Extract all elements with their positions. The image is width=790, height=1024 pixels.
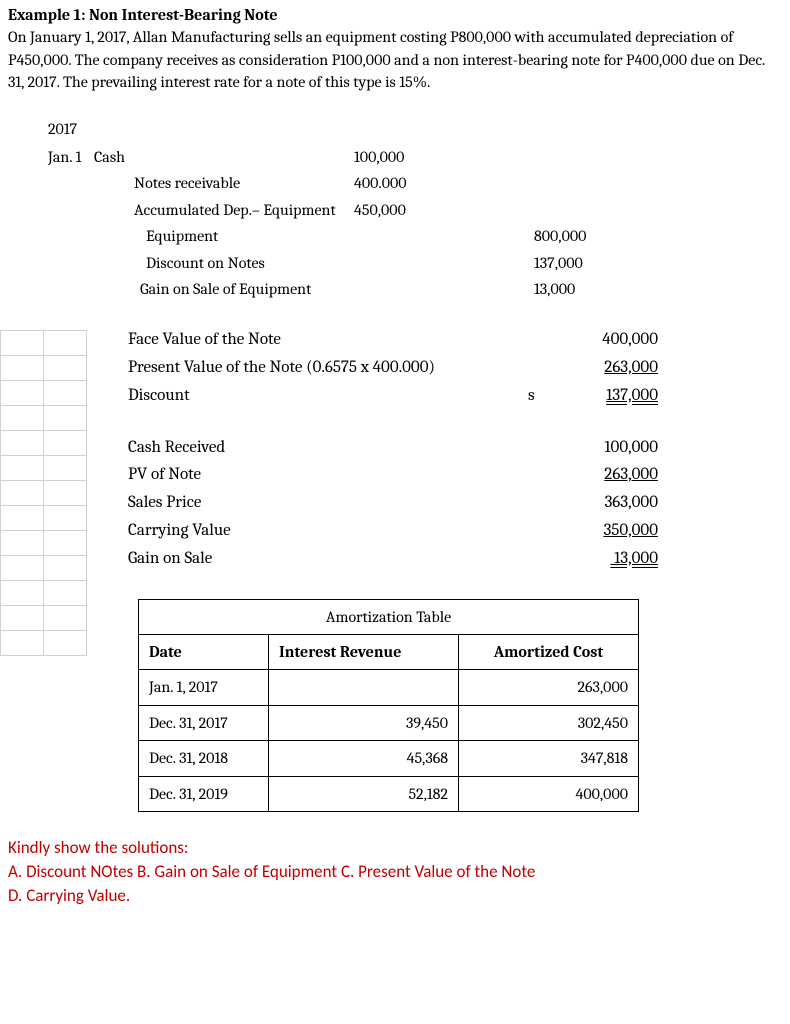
calc-row: Discounts137,000 <box>128 384 782 408</box>
journal-entry-section: 2017 Jan. 1Cash100,000Notes receivable40… <box>48 118 782 301</box>
solutions-line1: Kindly show the solutions: <box>8 836 782 860</box>
calc-row: PV of Note 263,000 <box>128 463 782 487</box>
calc-value: 363,000 <box>568 491 658 515</box>
calc-row: Sales Price 363,000 <box>128 491 782 515</box>
cell-cost: 263,000 <box>459 670 639 705</box>
journal-year: 2017 <box>48 118 782 140</box>
calc-value: 263,000 <box>568 463 658 487</box>
journal-debit: 100,000 <box>354 146 454 168</box>
journal-account: Gain on Sale of Equipment <box>94 278 354 300</box>
journal-row: Equipment 800,000 <box>48 225 782 247</box>
calc-value: 137,000 <box>568 384 658 408</box>
journal-credit: 137,000 <box>534 252 634 274</box>
calc-row: Cash Received 100,000 <box>128 436 782 460</box>
calc-value: 13,000 <box>568 547 658 571</box>
cell-date: Jan. 1, 2017 <box>139 670 269 705</box>
cell-cost: 302,450 <box>459 705 639 740</box>
journal-debit <box>354 225 454 247</box>
journal-date <box>48 278 94 300</box>
calc-s: s <box>528 384 568 408</box>
cell-interest: 52,182 <box>269 776 459 811</box>
journal-row: Jan. 1Cash100,000 <box>48 146 782 168</box>
calc-label: Face Value of the Note <box>128 328 528 352</box>
cell-interest: 45,368 <box>269 741 459 776</box>
amortization-table: Amortization Table Date Interest Revenue… <box>138 599 639 812</box>
table-header-interest: Interest Revenue <box>269 635 459 670</box>
journal-row: Discount on Notes 137,000 <box>48 252 782 274</box>
calc-row: Carrying Value 350,000 <box>128 519 782 543</box>
calc-row: Gain on Sale 13,000 <box>128 547 782 571</box>
calc-label: Present Value of the Note (0.6575 x 400.… <box>128 356 528 380</box>
journal-credit: 13,000 <box>534 278 634 300</box>
journal-row: Accumulated Dep.– Equipment450,000 <box>48 199 782 221</box>
calc-label: Sales Price <box>128 491 528 515</box>
journal-date <box>48 172 94 194</box>
journal-account: Accumulated Dep.– Equipment <box>94 199 354 221</box>
cell-cost: 347,818 <box>459 741 639 776</box>
calc-row: Face Value of the Note 400,000 <box>128 328 782 352</box>
calc-label: Carrying Value <box>128 519 528 543</box>
calculation-block-1: Face Value of the Note 400,000 Present Val… <box>128 328 782 570</box>
journal-debit <box>354 278 454 300</box>
problem-statement: On January 1, 2017, Allan Manufacturing … <box>8 26 782 93</box>
journal-debit <box>354 252 454 274</box>
table-row: Dec. 31, 201845,368347,818 <box>139 741 639 776</box>
table-row: Dec. 31, 201739,450302,450 <box>139 705 639 740</box>
table-title: Amortization Table <box>139 599 639 634</box>
cell-cost: 400,000 <box>459 776 639 811</box>
calc-value: 100,000 <box>568 436 658 460</box>
cell-date: Dec. 31, 2017 <box>139 705 269 740</box>
journal-credit: 800,000 <box>534 225 634 247</box>
journal-account: Discount on Notes <box>94 252 354 274</box>
journal-account: Notes receivable <box>94 172 354 194</box>
cell-date: Dec. 31, 2019 <box>139 776 269 811</box>
solutions-line3: D. Carrying Value. <box>8 884 782 908</box>
table-header-date: Date <box>139 635 269 670</box>
cell-interest: 39,450 <box>269 705 459 740</box>
calc-label: PV of Note <box>128 463 528 487</box>
journal-row: Notes receivable400.000 <box>48 172 782 194</box>
example-title: Example 1: Non Interest-Bearing Note <box>8 4 782 26</box>
journal-date <box>48 199 94 221</box>
calc-value: 350,000 <box>568 519 658 543</box>
calc-label: Gain on Sale <box>128 547 528 571</box>
calculation-block-2: Cash Received 100,000 PV of Note 263,000 Sal… <box>128 436 782 571</box>
calc-value: 263,000 <box>568 356 658 380</box>
table-row: Jan. 1, 2017 263,000 <box>139 670 639 705</box>
cell-interest <box>269 670 459 705</box>
journal-debit: 450,000 <box>354 199 454 221</box>
solutions-line2: A. Discount NOtes B. Gain on Sale of Equ… <box>8 860 782 884</box>
table-row: Dec. 31, 201952,182400,000 <box>139 776 639 811</box>
journal-debit: 400.000 <box>354 172 454 194</box>
cell-date: Dec. 31, 2018 <box>139 741 269 776</box>
spreadsheet-grid-edge <box>0 330 87 656</box>
calc-label: Cash Received <box>128 436 528 460</box>
journal-account: Equipment <box>94 225 354 247</box>
solutions-request: Kindly show the solutions: A. Discount N… <box>8 836 782 907</box>
calc-label: Discount <box>128 384 528 408</box>
table-header-cost: Amortized Cost <box>459 635 639 670</box>
calc-value: 400,000 <box>568 328 658 352</box>
journal-row: Gain on Sale of Equipment 13,000 <box>48 278 782 300</box>
journal-account: Cash <box>94 146 354 168</box>
journal-date: Jan. 1 <box>48 146 94 168</box>
journal-date <box>48 252 94 274</box>
journal-date <box>48 225 94 247</box>
calc-row: Present Value of the Note (0.6575 x 400.… <box>128 356 782 380</box>
